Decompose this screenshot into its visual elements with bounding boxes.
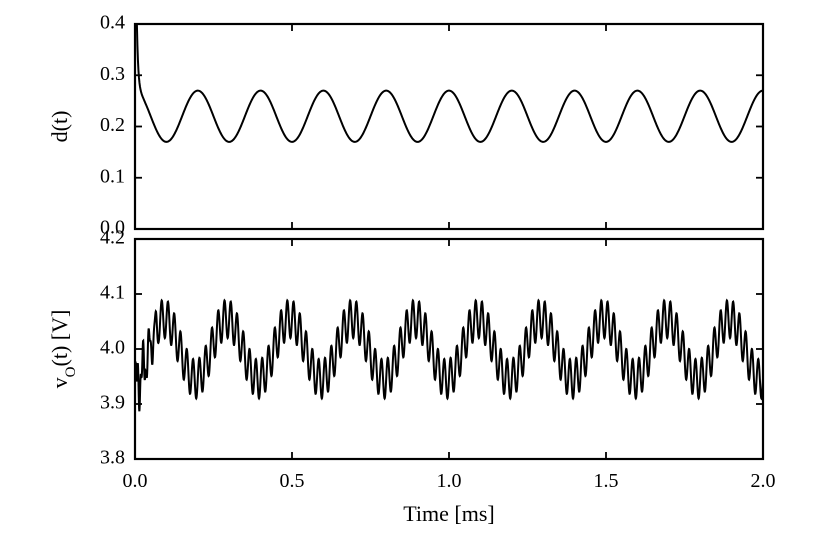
top-xticks [135,24,763,229]
top-plot-box [135,24,763,229]
top-ytick-label: 0.1 [100,165,125,187]
bottom-xtick-label: 0.5 [280,470,305,492]
top-yticks: 0.00.10.20.30.4 [100,12,763,239]
bottom-ylabel: vO(t) [V] [47,310,79,389]
bottom-ytick-label: 3.8 [100,447,125,469]
bottom-panel: 3.8 3.9 4.0 4.1 4.2 0.0 0.5 1.0 1.5 2.0 vO(t) [V… [40,229,783,548]
top-ytick-label: 0.4 [100,12,125,34]
bottom-xtick-label: 0.0 [123,470,148,492]
bottom-trace-vo-of-t [135,300,763,411]
top-ytick-label: 0.2 [100,114,125,136]
shared-xlabel: Time [ms] [403,501,494,526]
bottom-yticks: 3.8 3.9 4.0 4.1 4.2 [100,227,763,469]
figure-container: 0.0 0.1 0.2 0.3 0.4 d(t) 3.8 3.9 4.0 4.1 4.2 0.0… [0,0,814,548]
top-trace-d-of-t [137,24,763,142]
bottom-ytick-label: 3.9 [100,392,125,414]
top-panel: 0.00.10.20.30.4 d(t) [40,14,783,239]
bottom-plot-box [135,239,763,459]
bottom-ytick-label: 4.1 [100,282,125,304]
bottom-xtick-label: 1.0 [437,470,462,492]
top-ylabel: d(t) [47,111,72,143]
bottom-ytick-label: 4.0 [100,337,125,359]
bottom-xtick-label: 1.5 [594,470,619,492]
bottom-ytick-label: 4.2 [100,227,125,249]
top-ytick-label: 0.3 [100,63,125,85]
bottom-xtick-label: 2.0 [751,470,776,492]
